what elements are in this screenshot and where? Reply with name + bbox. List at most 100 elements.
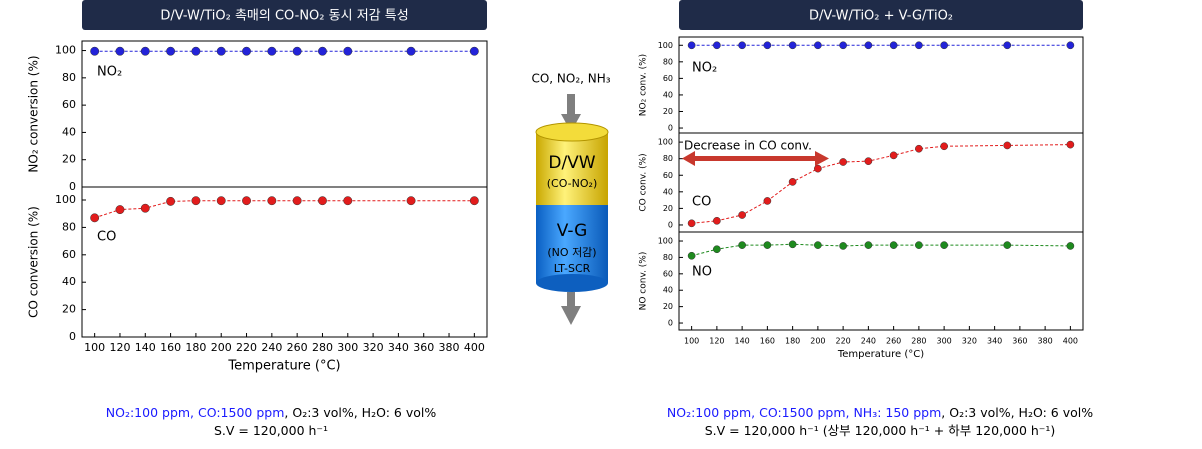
marker	[140, 46, 150, 56]
y-tick-label: 80	[663, 154, 673, 163]
y-tick-label: 40	[663, 286, 673, 295]
marker	[1066, 140, 1075, 149]
y-tick-label: 0	[668, 220, 673, 229]
marker	[216, 196, 226, 206]
marker	[814, 41, 822, 50]
x-tick-label: 380	[1037, 337, 1052, 346]
y-tick-label: 100	[658, 237, 673, 246]
y-axis-label: CO conversion (%)	[27, 206, 41, 318]
x-tick-label: 280	[312, 341, 333, 354]
marker	[889, 41, 898, 50]
marker	[940, 142, 948, 151]
x-tick-label: 320	[363, 341, 384, 354]
marker	[814, 241, 822, 249]
marker	[469, 46, 479, 56]
marker	[788, 240, 797, 249]
marker	[469, 196, 479, 206]
y-tick-label: 60	[663, 269, 673, 278]
marker	[242, 196, 251, 206]
x-tick-label: 400	[1063, 337, 1078, 346]
y-axis-label: NO₂ conversion (%)	[27, 55, 41, 172]
x-tick-label: 340	[987, 337, 1002, 346]
x-tick-label: 260	[287, 341, 308, 354]
marker	[738, 41, 746, 50]
diagram: CO, NO₂, NH₃ D/VW (CO-NO₂) V-G (NO 저감) L…	[531, 72, 611, 325]
y-tick-label: 60	[62, 98, 76, 111]
title-banner	[82, 0, 487, 30]
y-tick-label: 0	[668, 319, 673, 328]
marker	[814, 164, 822, 173]
y-axis-label: NO₂ conv. (%)	[639, 54, 649, 116]
marker	[687, 251, 696, 260]
y-tick-label: 80	[62, 220, 76, 233]
x-tick-label: 340	[388, 341, 409, 354]
marker	[687, 41, 696, 50]
y-tick-label: 100	[55, 193, 76, 206]
marker	[738, 241, 746, 249]
marker	[889, 151, 898, 160]
x-tick-label: 200	[810, 337, 825, 346]
y-tick-label: 0	[69, 180, 76, 193]
note-segment: , O₂:3 vol%, H₂O: 6 vol%	[284, 405, 436, 420]
x-tick-label: 120	[709, 337, 724, 346]
marker	[864, 41, 873, 50]
note: NO₂:100 ppm, CO:1500 ppm, NH₃: 150 ppm, …	[667, 405, 1093, 420]
y-tick-label: 20	[62, 303, 76, 316]
plot-frame	[81, 186, 488, 338]
marker	[738, 211, 746, 219]
series-label: NO₂	[692, 61, 717, 76]
marker	[713, 245, 721, 254]
x-tick-label: 100	[684, 337, 699, 346]
marker	[915, 241, 923, 249]
marker	[915, 144, 923, 153]
y-tick-label: 40	[62, 275, 76, 288]
marker	[940, 41, 948, 50]
series-label: CO	[97, 230, 116, 245]
x-tick-label: 220	[835, 337, 850, 346]
y-tick-label: 100	[55, 44, 76, 57]
marker	[191, 46, 201, 56]
annotation-arrow	[815, 151, 829, 166]
y-tick-label: 80	[62, 71, 76, 84]
x-tick-label: 300	[936, 337, 951, 346]
x-tick-label: 260	[886, 337, 901, 346]
series-line	[94, 200, 475, 219]
marker	[267, 46, 277, 56]
note: NO₂:100 ppm, CO:1500 ppm, O₂:3 vol%, H₂O…	[106, 405, 437, 420]
note: S.V = 120,000 h⁻¹ (상부 120,000 h⁻¹ + 하부 1…	[705, 423, 1056, 438]
note-segment: S.V = 120,000 h⁻¹ (상부 120,000 h⁻¹ + 하부 1…	[705, 423, 1056, 438]
marker	[343, 46, 353, 56]
marker	[687, 219, 696, 228]
x-tick-label: 180	[185, 341, 206, 354]
marker	[292, 196, 302, 206]
x-axis-label: Temperature (°C)	[837, 349, 924, 360]
marker	[889, 241, 898, 249]
marker	[713, 41, 721, 50]
x-tick-label: 220	[236, 341, 257, 354]
marker	[864, 157, 873, 166]
title-banner	[679, 0, 1083, 30]
marker	[166, 196, 176, 206]
x-tick-label: 280	[911, 337, 926, 346]
marker	[90, 46, 100, 56]
chart-title: D/V-W/TiO₂ 촉매의 CO-NO₂ 동시 저감 특성	[160, 9, 408, 24]
y-tick-label: 0	[668, 124, 673, 133]
x-tick-label: 140	[135, 341, 156, 354]
x-tick-label: 360	[413, 341, 434, 354]
marker	[406, 46, 416, 56]
annotation: Decrease in CO conv.	[684, 139, 812, 153]
x-tick-label: 100	[84, 341, 105, 354]
upper-cylinder	[536, 132, 608, 205]
marker	[140, 203, 150, 213]
y-tick-label: 80	[663, 57, 673, 66]
upper-label: D/VW	[548, 153, 595, 173]
marker	[1003, 41, 1012, 50]
marker	[788, 178, 797, 186]
y-tick-label: 20	[62, 153, 76, 166]
upper-sub: (CO-NO₂)	[547, 177, 598, 190]
series-label: NO	[692, 265, 712, 280]
x-tick-label: 140	[734, 337, 749, 346]
lower-sub2: LT-SCR	[554, 262, 591, 275]
x-tick-label: 320	[962, 337, 977, 346]
marker	[864, 241, 873, 249]
